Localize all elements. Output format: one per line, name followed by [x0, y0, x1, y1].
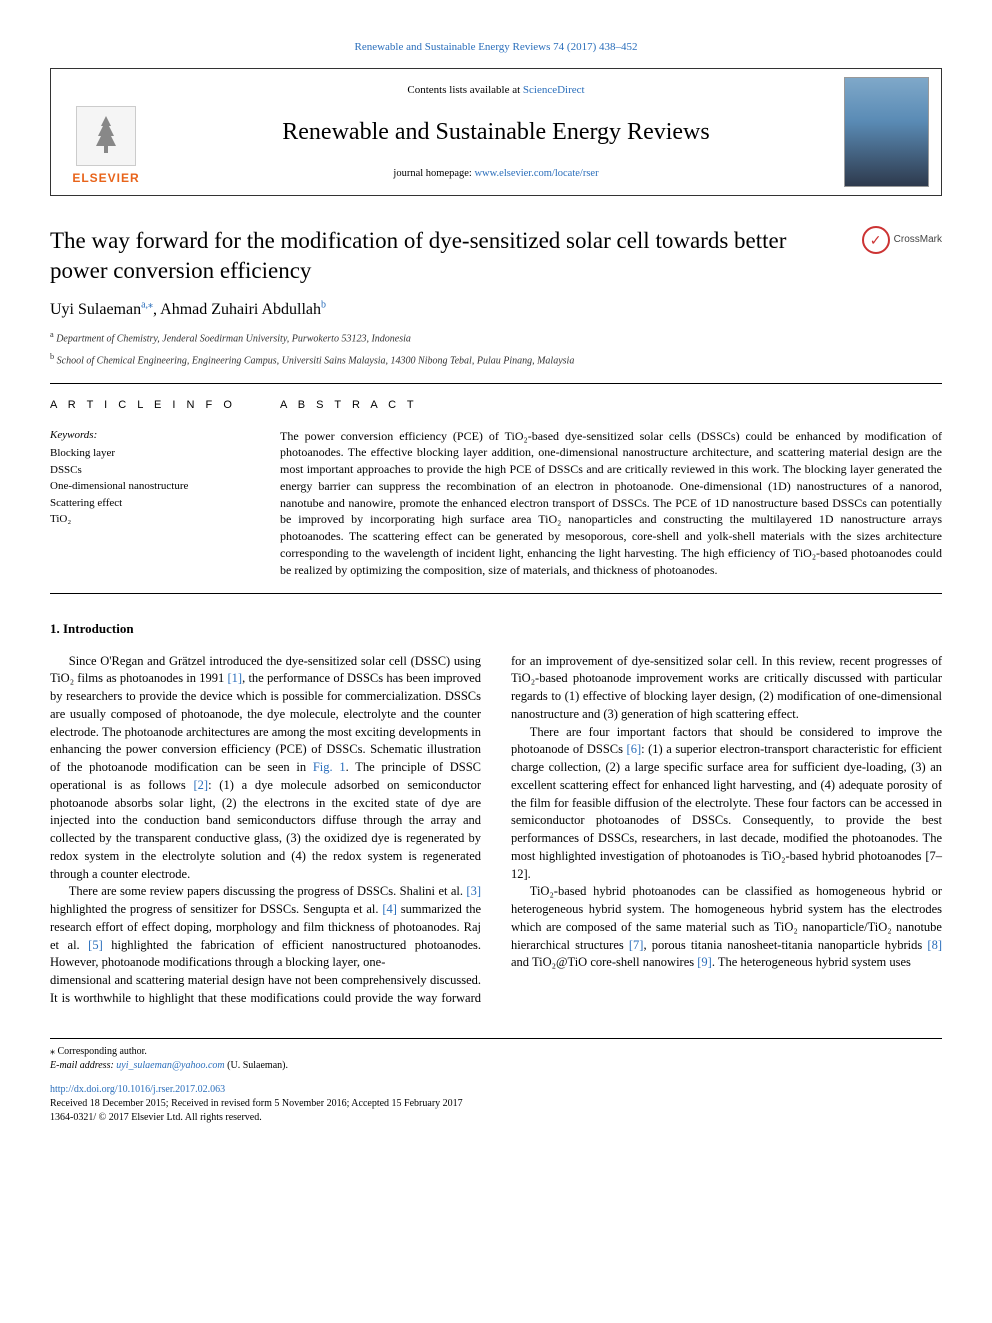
keyword-item: One-dimensional nanostructure: [50, 478, 250, 495]
affiliation-b-text: School of Chemical Engineering, Engineer…: [57, 355, 575, 366]
body-text-span: There are some review papers discussing …: [69, 884, 467, 898]
affiliation-a-text: Department of Chemistry, Jenderal Soedir…: [56, 333, 411, 344]
rule-top: [50, 383, 942, 384]
figure-ref[interactable]: Fig. 1: [313, 760, 346, 774]
body-paragraph: TiO₂-based hybrid photoanodes can be cla…: [511, 883, 942, 972]
body-text-span: , the performance of DSSCs has been impr…: [50, 671, 481, 774]
author-2-sup: b: [321, 299, 326, 310]
journal-header: ELSEVIER Contents lists available at Sci…: [50, 68, 942, 196]
abstract-heading: A B S T R A C T: [280, 398, 942, 414]
keyword-item: DSSCs: [50, 462, 250, 479]
author-1-name: Uyi Sulaeman: [50, 301, 141, 318]
citation-ref[interactable]: [4]: [382, 902, 397, 916]
cover-block: [831, 69, 941, 195]
body-text-span: highlighted the fabrication of efficient…: [50, 938, 481, 970]
journal-name: Renewable and Sustainable Energy Reviews: [181, 115, 811, 150]
running-header: Renewable and Sustainable Energy Reviews…: [50, 40, 942, 56]
footer: ⁎ Corresponding author. E-mail address: …: [50, 1038, 942, 1125]
keywords-list: Blocking layer DSSCs One-dimensional nan…: [50, 445, 250, 528]
citation-ref[interactable]: [2]: [193, 778, 208, 792]
header-center: Contents lists available at ScienceDirec…: [161, 69, 831, 195]
citation-ref[interactable]: [1]: [228, 671, 243, 685]
homepage-line: journal homepage: www.elsevier.com/locat…: [181, 166, 811, 181]
keyword-item: TiO₂: [50, 511, 250, 528]
keyword-item: Blocking layer: [50, 445, 250, 462]
homepage-prefix: journal homepage:: [393, 168, 474, 179]
rule-bottom: [50, 593, 942, 594]
citation-ref[interactable]: [3]: [466, 884, 481, 898]
author-2-name: , Ahmad Zuhairi Abdullah: [153, 301, 321, 318]
citation-ref[interactable]: [5]: [88, 938, 103, 952]
publisher-block: ELSEVIER: [51, 69, 161, 195]
citation-ref[interactable]: [6]: [627, 742, 642, 756]
article-title: The way forward for the modification of …: [50, 226, 862, 286]
keyword-item: Scattering effect: [50, 495, 250, 512]
abstract-column: A B S T R A C T The power conversion eff…: [280, 398, 942, 579]
journal-cover-thumbnail: [844, 77, 929, 187]
intro-heading: 1. Introduction: [50, 620, 942, 639]
contents-prefix: Contents lists available at: [407, 84, 522, 96]
contents-line: Contents lists available at ScienceDirec…: [181, 83, 811, 99]
citation-ref[interactable]: [9]: [697, 955, 712, 969]
body-text: Since O'Regan and Grätzel introduced the…: [50, 653, 942, 1008]
article-info-heading: A R T I C L E I N F O: [50, 398, 250, 414]
author-1-sup: a,⁎: [141, 299, 153, 310]
homepage-link[interactable]: www.elsevier.com/locate/rser: [474, 168, 598, 179]
abstract-text: The power conversion efficiency (PCE) of…: [280, 428, 942, 579]
body-text-span: highlighted the progress of sensitizer f…: [50, 902, 382, 916]
keywords-label: Keywords:: [50, 428, 250, 444]
affiliation-a: a Department of Chemistry, Jenderal Soed…: [50, 329, 942, 347]
publisher-name: ELSEVIER: [72, 170, 139, 187]
body-text-span: : (1) a superior electron-transport char…: [511, 742, 942, 880]
body-text-span: : (1) a dye molecule adsorbed on semicon…: [50, 778, 481, 881]
body-paragraph: There are some review papers discussing …: [50, 883, 481, 972]
email-suffix: (U. Sulaeman).: [225, 1060, 288, 1071]
crossmark-badge[interactable]: ✓ CrossMark: [862, 226, 942, 254]
received-dates: Received 18 December 2015; Received in r…: [50, 1097, 942, 1111]
copyright-line: 1364-0321/ © 2017 Elsevier Ltd. All righ…: [50, 1111, 942, 1125]
crossmark-label: CrossMark: [894, 233, 942, 248]
email-line: E-mail address: uyi_sulaeman@yahoo.com (…: [50, 1059, 942, 1073]
body-paragraph: Since O'Regan and Grätzel introduced the…: [50, 653, 481, 884]
body-paragraph: There are four important factors that sh…: [511, 724, 942, 884]
elsevier-tree-icon: [76, 106, 136, 166]
authors-line: Uyi Sulaemana,⁎, Ahmad Zuhairi Abdullahb: [50, 298, 942, 321]
corresponding-author: ⁎ Corresponding author.: [50, 1045, 942, 1059]
citation-ref[interactable]: [8]: [927, 938, 942, 952]
sciencedirect-link[interactable]: ScienceDirect: [523, 84, 585, 96]
article-info-column: A R T I C L E I N F O Keywords: Blocking…: [50, 398, 250, 579]
email-label: E-mail address:: [50, 1060, 116, 1071]
affiliation-b: b School of Chemical Engineering, Engine…: [50, 351, 942, 369]
doi-link[interactable]: http://dx.doi.org/10.1016/j.rser.2017.02…: [50, 1084, 225, 1095]
body-text-span: , porous titania nanosheet-titania nanop…: [643, 938, 927, 952]
crossmark-icon: ✓: [862, 226, 890, 254]
email-link[interactable]: uyi_sulaeman@yahoo.com: [116, 1060, 224, 1071]
body-text-span: . The heterogeneous hybrid system uses: [712, 955, 911, 969]
body-text-span: and TiO₂@TiO core-shell nanowires: [511, 955, 697, 969]
citation-ref[interactable]: [7]: [629, 938, 644, 952]
